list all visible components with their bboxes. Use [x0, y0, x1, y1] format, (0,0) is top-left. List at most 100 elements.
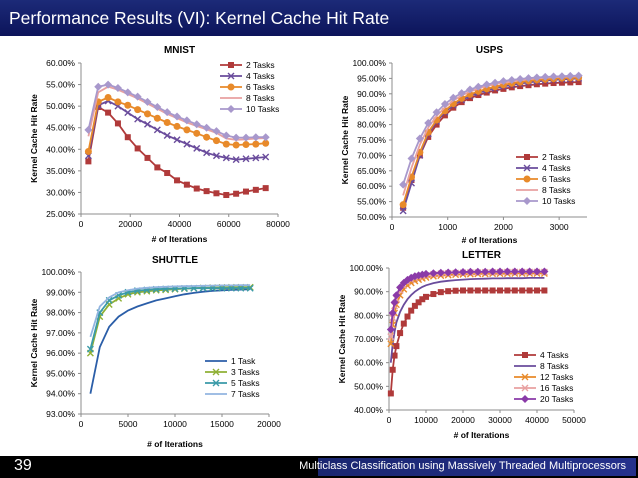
y-axis-label: Kernel Cache Hit Rate [29, 298, 39, 387]
x-tick-label: 30000 [488, 415, 512, 425]
data-point [511, 287, 518, 294]
data-point [482, 80, 491, 89]
legend-label: 6 Tasks [542, 174, 571, 184]
legend-label: 12 Tasks [540, 372, 573, 382]
usps-chart: USPS 50.00% 55.00% 60.00% 65.00% 70.00% 75.00%… [340, 45, 587, 245]
data-point [213, 190, 220, 197]
data-point [510, 267, 519, 276]
data-point [541, 72, 550, 81]
data-point [212, 152, 220, 160]
data-point [183, 126, 191, 134]
data-point [399, 180, 408, 189]
data-point [162, 286, 170, 294]
data-point [399, 201, 407, 209]
data-point [105, 109, 112, 116]
data-point [457, 89, 466, 98]
y-tick-label: 85.00% [357, 104, 386, 114]
data-point [415, 299, 422, 306]
data-point [114, 120, 121, 127]
data-point [558, 79, 565, 86]
data-point [390, 298, 399, 307]
data-point [481, 267, 490, 276]
data-point [84, 147, 92, 155]
data-point [85, 158, 92, 165]
data-point [232, 156, 240, 164]
data-point [488, 267, 497, 276]
x-tick-label: 10000 [163, 419, 187, 429]
data-point [246, 284, 254, 292]
y-tick-label: 25.00% [46, 209, 75, 219]
legend-marker [227, 72, 235, 80]
series-10-tasks [84, 80, 270, 142]
data-point [497, 287, 503, 294]
data-point [392, 291, 401, 300]
data-point [399, 207, 407, 215]
y-tick-label: 95.00% [46, 368, 75, 378]
data-point [474, 82, 483, 91]
legend-label: 8 Tasks [246, 93, 275, 103]
legend-label: 16 Tasks [540, 383, 573, 393]
data-point [526, 287, 533, 294]
y-axis-label: Kernel Cache Hit Rate [29, 94, 39, 183]
data-point [557, 72, 566, 81]
data-point [467, 95, 473, 102]
x-tick-label: 20000 [118, 219, 142, 229]
data-point [134, 106, 142, 114]
data-point [423, 293, 429, 300]
legend-marker [521, 395, 529, 403]
data-point [163, 108, 172, 117]
data-point [575, 79, 582, 86]
slide-title: Performance Results (VI): Kernel Cache H… [9, 8, 390, 28]
data-point [504, 287, 511, 294]
data-point [419, 296, 426, 303]
data-point [143, 97, 152, 106]
data-point [391, 352, 398, 359]
series-20-tasks [386, 267, 549, 334]
data-point [233, 190, 240, 197]
data-point [387, 333, 395, 341]
series-line [89, 284, 251, 338]
data-point [542, 80, 549, 87]
footer-caption: Multiclass Classification using Massivel… [299, 460, 626, 472]
data-point [94, 82, 103, 91]
footer-band: Multiclass Classification using Massivel… [299, 458, 636, 476]
series-4-tasks [387, 287, 548, 397]
x-tick-label: 20000 [257, 419, 281, 429]
data-point [566, 71, 575, 80]
series-line [402, 74, 579, 185]
data-point [518, 267, 527, 276]
x-tick-label: 80000 [266, 219, 290, 229]
series-6-tasks [84, 94, 270, 155]
chart-title: MNIST [164, 45, 195, 56]
data-point [408, 307, 415, 314]
legend-label: 4 Tasks [542, 163, 571, 173]
data-point [404, 313, 411, 320]
series-line [402, 76, 579, 205]
data-point [251, 133, 260, 142]
data-point [153, 114, 161, 122]
data-point [262, 185, 269, 192]
y-tick-label: 55.00% [357, 197, 386, 207]
series-line [402, 81, 579, 209]
legend-marker [523, 164, 531, 172]
data-point [174, 177, 181, 184]
data-point [389, 366, 396, 373]
data-point [482, 287, 489, 294]
y-tick-label: 60.00% [357, 181, 386, 191]
slide-number: 39 [14, 457, 32, 474]
legend-marker [228, 62, 234, 68]
data-point [192, 120, 201, 129]
data-point [163, 131, 171, 139]
data-point [134, 145, 141, 152]
legend-marker [522, 352, 528, 358]
y-tick-label: 75.00% [357, 135, 386, 145]
y-axis-label: Kernel Cache Hit Rate [340, 95, 350, 184]
data-point [124, 101, 132, 109]
data-point [445, 288, 452, 295]
y-tick-label: 35.00% [46, 166, 75, 176]
data-point [499, 77, 508, 86]
data-point [104, 94, 112, 102]
legend-label: 2 Tasks [246, 60, 275, 70]
x-tick-label: 15000 [210, 419, 234, 429]
data-point [424, 119, 433, 128]
